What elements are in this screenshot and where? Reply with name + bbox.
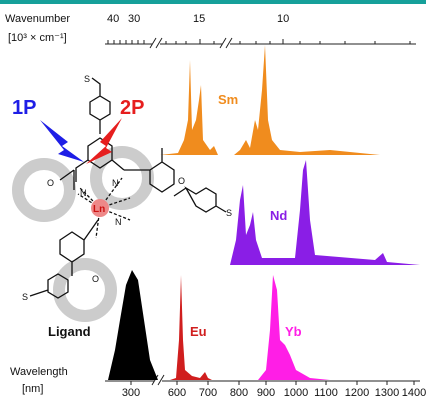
bottom-tick: 800 bbox=[230, 387, 248, 399]
yb-spectrum bbox=[258, 275, 330, 380]
bottom-tick: 600 bbox=[168, 387, 186, 399]
atom-label: N bbox=[112, 178, 119, 188]
top-tick: 30 bbox=[128, 13, 140, 25]
top-axis-unit: [10³ × cm⁻¹] bbox=[8, 32, 67, 44]
nd-spectrum bbox=[230, 160, 420, 265]
atom-label: O bbox=[92, 274, 99, 284]
atom-label: S bbox=[84, 74, 90, 84]
bottom-tick: 300 bbox=[122, 387, 140, 399]
top-tick: 15 bbox=[193, 13, 205, 25]
top-tick: 10 bbox=[277, 13, 289, 25]
bottom-axis-label: Wavelength bbox=[10, 366, 68, 378]
metal-center bbox=[91, 199, 109, 217]
bottom-axis bbox=[105, 374, 420, 386]
atom-label: O bbox=[47, 178, 54, 188]
top-tick: 40 bbox=[107, 13, 119, 25]
bolt-2p bbox=[86, 118, 122, 164]
eu-label: Eu bbox=[190, 324, 207, 339]
ligand-spectrum bbox=[108, 270, 158, 380]
label-2p: 2P bbox=[120, 97, 144, 119]
bottom-tick: 1200 bbox=[345, 387, 369, 399]
metal-label: Ln bbox=[93, 204, 105, 215]
molecule-structure bbox=[29, 77, 227, 299]
top-axis bbox=[105, 37, 416, 49]
bolt-1p bbox=[40, 120, 84, 162]
atom-label: N bbox=[80, 188, 87, 198]
sm-label: Sm bbox=[218, 92, 238, 107]
ligand-label: Ligand bbox=[48, 324, 91, 339]
top-axis-label: Wavenumber bbox=[5, 13, 70, 25]
sm-spectrum bbox=[160, 45, 380, 155]
bottom-tick: 1300 bbox=[375, 387, 399, 399]
yb-label: Yb bbox=[285, 324, 302, 339]
atom-label: S bbox=[226, 208, 232, 218]
rings bbox=[12, 146, 154, 322]
bottom-tick: 900 bbox=[257, 387, 275, 399]
bottom-tick: 700 bbox=[199, 387, 217, 399]
bottom-tick: 1100 bbox=[314, 387, 338, 399]
bottom-axis-unit: [nm] bbox=[22, 383, 43, 395]
label-1p: 1P bbox=[12, 97, 36, 119]
atom-label: N bbox=[115, 217, 122, 227]
atom-label: O bbox=[178, 176, 185, 186]
atom-label: S bbox=[22, 292, 28, 302]
bottom-tick: 1400 bbox=[402, 387, 426, 399]
top-bar bbox=[0, 0, 426, 4]
bottom-tick: 1000 bbox=[284, 387, 308, 399]
nd-label: Nd bbox=[270, 208, 287, 223]
eu-spectrum bbox=[170, 275, 212, 380]
